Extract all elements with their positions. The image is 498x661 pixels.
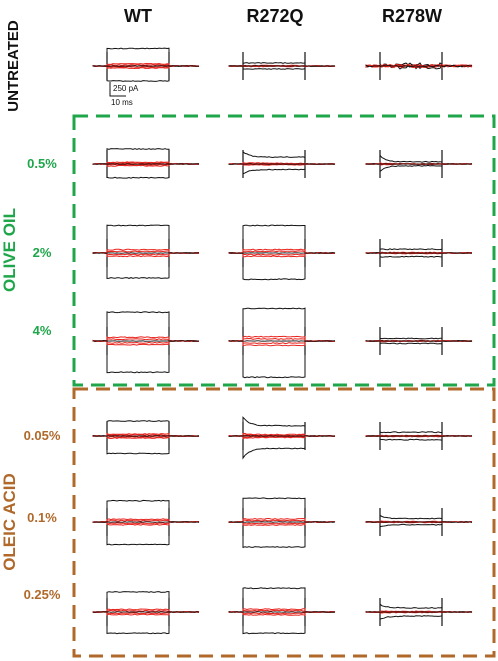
column-header-wt: WT: [124, 6, 152, 26]
current-trace: [228, 224, 336, 255]
baseline-trace: [228, 252, 336, 254]
baseline-trace: [365, 611, 472, 613]
baseline-trace: [92, 65, 199, 67]
scale-bar-current-label: 250 pA: [113, 84, 139, 93]
baseline-trace: [365, 64, 473, 68]
scale-bar-time-label: 10 ms: [111, 98, 133, 107]
group-label-olive-oil: OLIVE OIL: [0, 208, 19, 292]
row-label-olive-0: 0.5%: [27, 156, 57, 171]
baseline-trace: [365, 521, 473, 523]
baseline-trace: [365, 252, 473, 254]
current-trace: [228, 339, 336, 379]
highlighted-current-trace: [228, 521, 336, 526]
olive-oil-frame: [72, 114, 496, 387]
group-label-oleic-acid: OLEIC ACID: [0, 473, 19, 571]
baseline-trace: [228, 521, 336, 523]
row-label-oleic-0: 0.05%: [24, 428, 61, 443]
oleic-acid-frame: [72, 387, 496, 658]
untreated-label: UNTREATED: [5, 20, 22, 112]
baseline-trace: [365, 435, 472, 437]
current-trace: [228, 435, 336, 460]
current-trace: [228, 150, 335, 166]
column-header-r278w: R278W: [382, 6, 442, 26]
baseline-trace: [365, 163, 473, 165]
row-label-oleic-2: 0.25%: [24, 587, 61, 602]
row-label-olive-1: 2%: [33, 245, 52, 260]
baseline-trace: [228, 65, 336, 67]
current-traces: [92, 47, 473, 635]
baseline-trace: [92, 252, 200, 254]
column-header-r272q: R272Q: [246, 6, 303, 26]
baseline-trace: [228, 435, 336, 437]
baseline-trace: [92, 435, 200, 437]
current-trace: [365, 153, 473, 165]
current-trace: [92, 339, 200, 374]
baseline-trace: [228, 163, 335, 165]
baseline-trace: [92, 163, 200, 165]
row-label-olive-2: 4%: [33, 323, 52, 338]
baseline-trace: [365, 340, 473, 342]
baseline-trace: [92, 521, 200, 523]
baseline-trace: [92, 611, 200, 613]
scale-bar: 250 pA 10 ms: [109, 82, 139, 107]
baseline-trace: [228, 340, 335, 342]
baseline-trace: [92, 340, 200, 342]
baseline-trace: [228, 611, 336, 613]
scale-bar-lines: [109, 82, 126, 97]
row-label-oleic-1: 0.1%: [27, 510, 57, 525]
